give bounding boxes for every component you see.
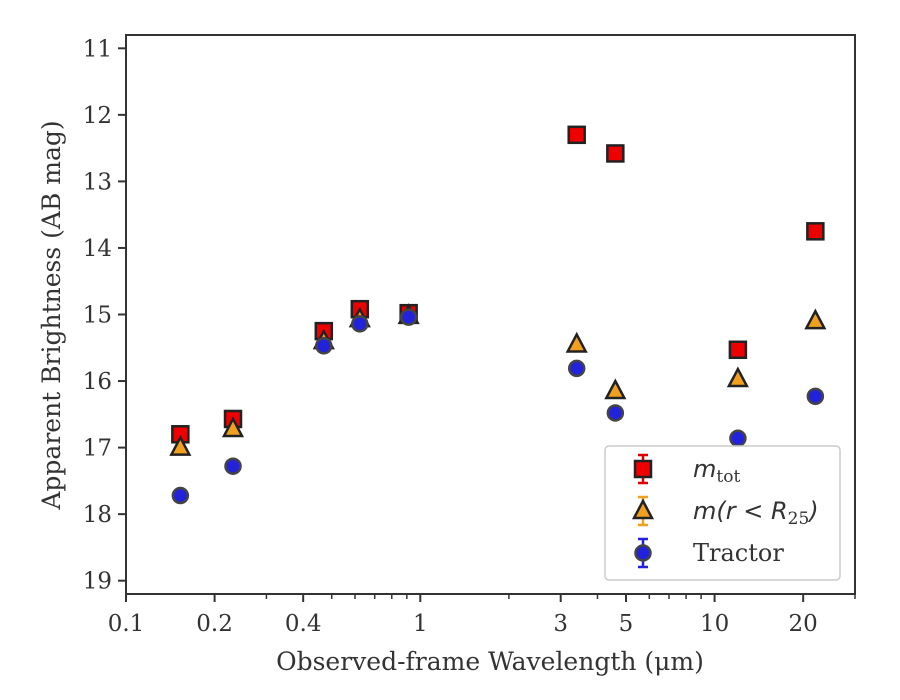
data-point-square	[567, 125, 586, 145]
data-marks	[169, 125, 827, 505]
y-tick-label: 13	[83, 169, 112, 195]
y-tick-label: 14	[83, 236, 112, 262]
data-point-triangle	[726, 366, 749, 388]
x-tick-label: 20	[789, 611, 818, 637]
data-point-circle	[567, 359, 586, 378]
y-tick-label: 16	[83, 369, 112, 395]
data-point-square	[606, 144, 625, 163]
series-circle	[171, 308, 825, 505]
y-tick-label: 18	[83, 502, 112, 528]
legend-label: m(r < R25)	[693, 497, 819, 529]
legend-box	[604, 445, 841, 581]
data-point-square	[728, 340, 748, 360]
data-point-circle	[806, 387, 825, 406]
data-point-circle	[171, 486, 190, 505]
x-tick-label: 10	[700, 611, 729, 637]
legend: mtot m(r < R25) Tractor	[604, 445, 841, 581]
legend-label: Tractor	[693, 539, 784, 567]
x-tick-label: 0.4	[285, 611, 322, 637]
data-point-triangle	[804, 308, 827, 330]
data-point-triangle	[604, 378, 627, 400]
x-tick-label: 0.1	[108, 611, 145, 637]
plot-frame	[125, 34, 856, 595]
y-tick-label: 12	[83, 103, 112, 129]
y-axis-label: Apparent Brightness (AB mag)	[37, 120, 66, 510]
data-point-circle	[606, 404, 625, 422]
y-tick-label: 19	[83, 569, 112, 595]
data-point-circle	[729, 429, 747, 448]
legend-marker-triangle	[631, 498, 655, 520]
data-point-triangle	[221, 416, 245, 438]
legend-marker-square	[633, 459, 653, 479]
data-point-circle	[351, 315, 369, 333]
x-tick-label: 1	[413, 611, 428, 637]
x-tick-label: 5	[619, 611, 634, 637]
x-axis-label: Observed-frame Wavelength (μm)	[276, 647, 704, 676]
x-tick-label: 3	[553, 611, 568, 637]
legend-label: mtot	[693, 455, 740, 487]
x-tick-label: 0.2	[196, 611, 233, 637]
data-point-circle	[224, 457, 242, 475]
data-point-triangle	[565, 331, 588, 353]
y-tick-label: 11	[83, 36, 112, 62]
data-point-circle	[399, 308, 418, 326]
y-tick-label: 17	[83, 436, 112, 462]
data-point-triangle	[169, 434, 192, 456]
data-point-square	[806, 222, 825, 241]
y-tick-label: 15	[83, 303, 112, 329]
data-point-circle	[315, 337, 333, 355]
legend-marker-circle	[634, 544, 652, 562]
